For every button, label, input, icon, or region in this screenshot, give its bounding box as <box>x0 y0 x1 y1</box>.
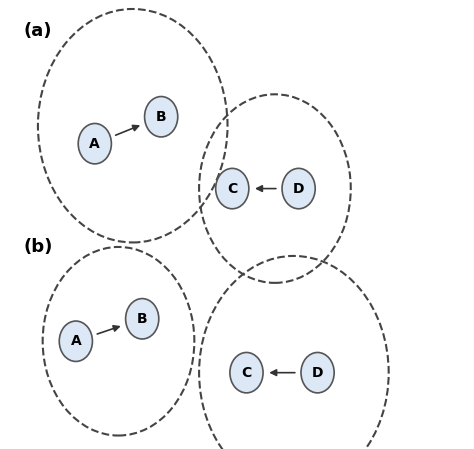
Ellipse shape <box>126 299 159 339</box>
Ellipse shape <box>216 168 249 209</box>
Text: C: C <box>241 365 252 380</box>
Text: D: D <box>312 365 323 380</box>
Ellipse shape <box>282 168 315 209</box>
Ellipse shape <box>59 321 92 361</box>
Ellipse shape <box>230 352 263 393</box>
Text: B: B <box>156 110 166 124</box>
Text: A: A <box>90 136 100 151</box>
Ellipse shape <box>145 97 178 137</box>
Text: (a): (a) <box>24 22 52 40</box>
Text: B: B <box>137 312 147 326</box>
Text: C: C <box>227 181 237 196</box>
Text: (b): (b) <box>24 238 53 256</box>
Text: D: D <box>293 181 304 196</box>
Ellipse shape <box>78 123 111 164</box>
Text: A: A <box>71 334 81 348</box>
Ellipse shape <box>301 352 334 393</box>
